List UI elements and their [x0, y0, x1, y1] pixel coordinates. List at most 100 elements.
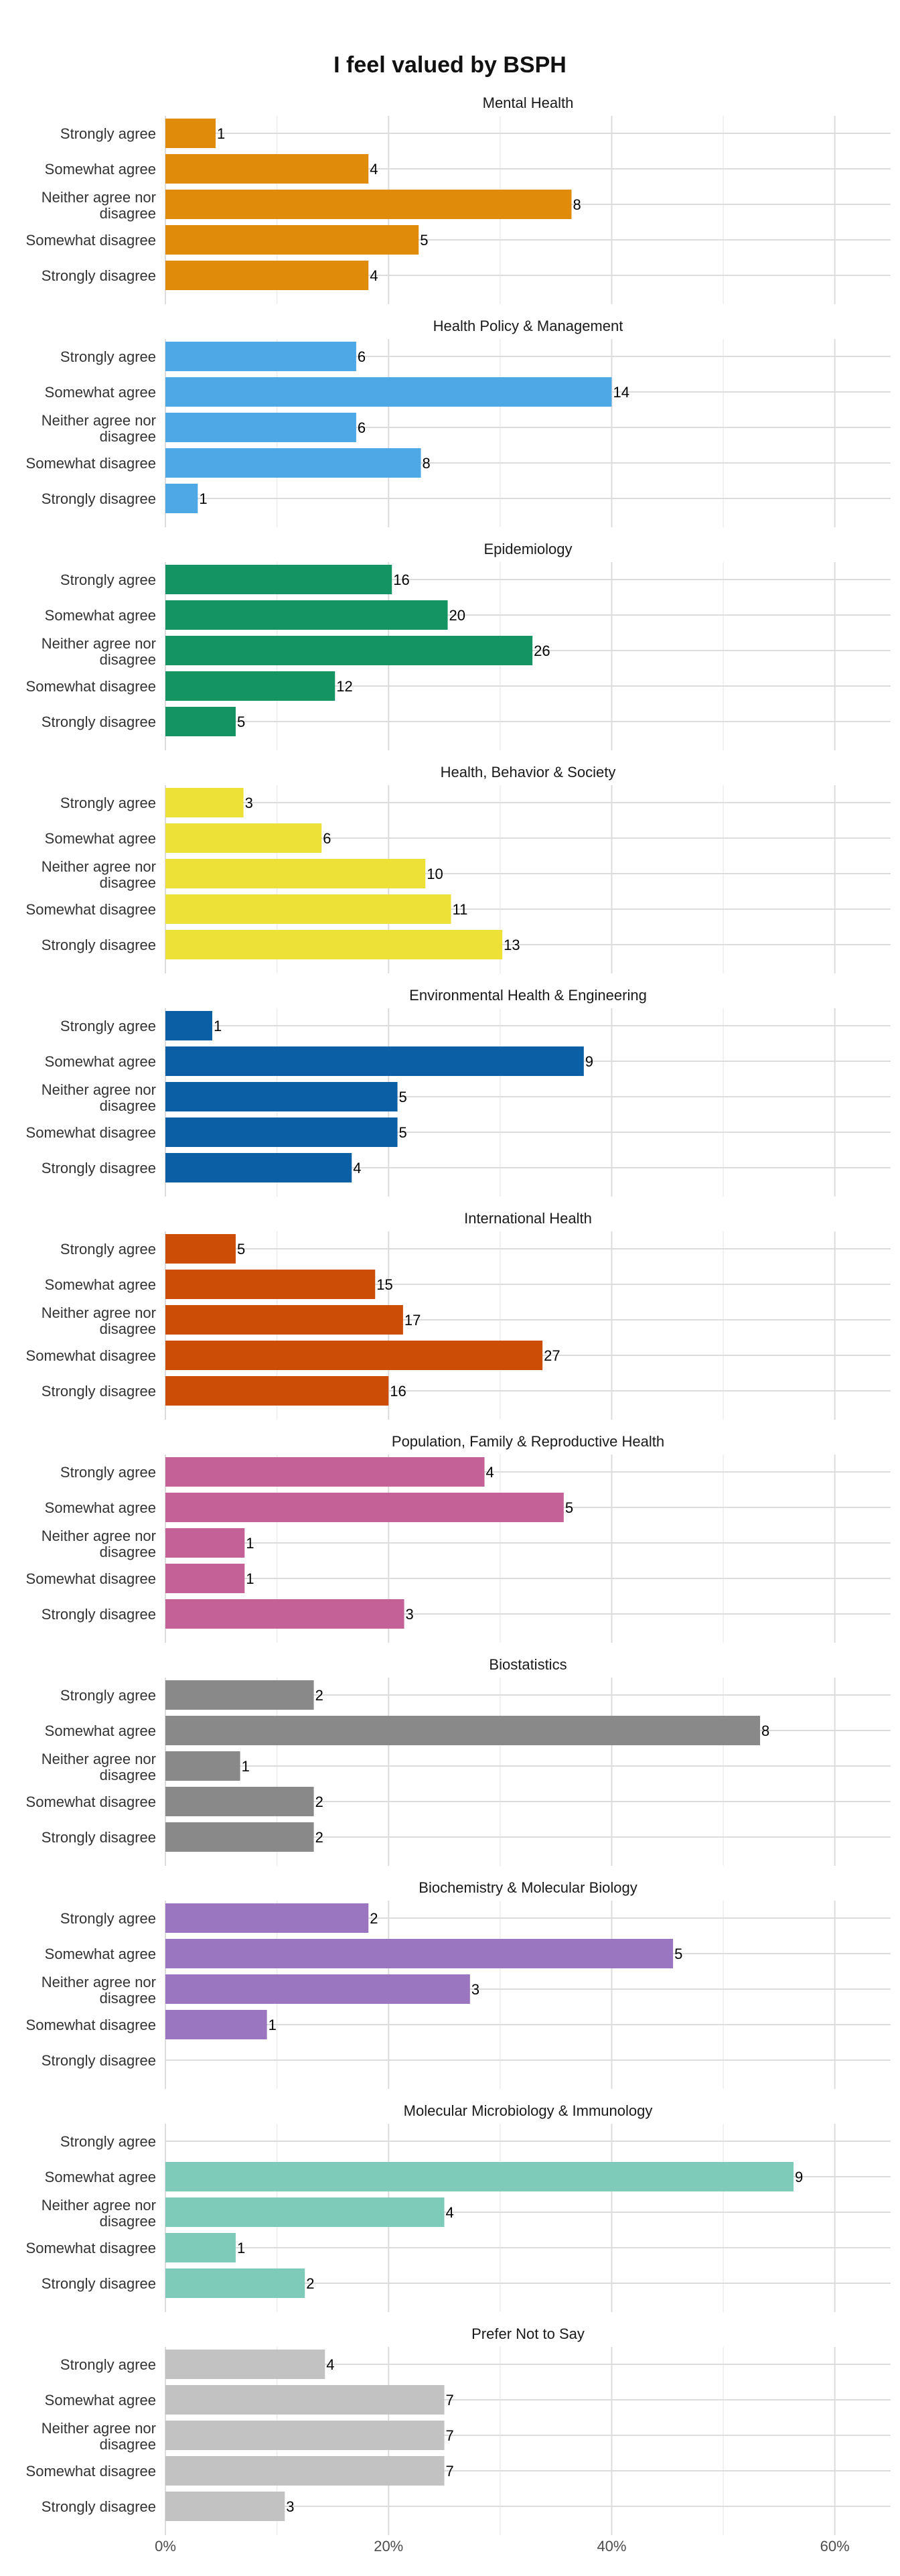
- facet-panel: Health, Behavior & Society Strongly agree…: [26, 764, 891, 973]
- bar: [165, 1564, 245, 1593]
- category-label: Strongly disagree: [42, 1606, 156, 1623]
- category-label: Neither agree nor disagree: [42, 635, 156, 668]
- category-label: Neither agree nor disagree: [42, 2197, 156, 2230]
- category-label: Strongly agree: [60, 1687, 156, 1704]
- data-label: 6: [358, 419, 366, 436]
- facet-title: International Health: [464, 1210, 592, 1227]
- bar: [165, 261, 369, 290]
- data-label: 16: [393, 571, 409, 588]
- bar: [165, 119, 216, 148]
- bar: [165, 448, 421, 478]
- data-label: 9: [795, 2169, 803, 2185]
- facet-title: Epidemiology: [483, 541, 572, 557]
- data-label: 1: [269, 2017, 277, 2033]
- bar: [165, 2197, 445, 2227]
- category-label: Somewhat disagree: [26, 1570, 156, 1587]
- category-label: Strongly agree: [60, 571, 156, 588]
- data-label: 3: [286, 2498, 294, 2515]
- data-label: 5: [674, 1946, 682, 1962]
- data-label: 1: [246, 1570, 254, 1587]
- data-label: 14: [613, 384, 629, 401]
- bar: [165, 565, 392, 594]
- facet-title: Population, Family & Reproductive Health: [392, 1433, 664, 1450]
- data-label: 5: [237, 1241, 245, 1258]
- category-label: Neither agree nor disagree: [42, 189, 156, 222]
- facet-panel: Epidemiology Strongly agree 16 Somewhat agr…: [26, 541, 891, 750]
- bar: [165, 1457, 485, 1487]
- category-label: Strongly disagree: [42, 267, 156, 284]
- facet-panel: Population, Family & Reproductive Health…: [26, 1433, 891, 1643]
- bar: [165, 484, 198, 513]
- data-label: 8: [761, 1722, 769, 1739]
- bar: [165, 1270, 376, 1299]
- data-label: 15: [376, 1276, 392, 1293]
- bar: [165, 2268, 305, 2298]
- bar: [165, 2421, 445, 2450]
- category-label: Strongly agree: [60, 348, 156, 365]
- bar: [165, 342, 356, 371]
- data-label: 2: [306, 2275, 314, 2292]
- facet-title: Prefer Not to Say: [471, 2325, 585, 2342]
- data-label: 2: [315, 1829, 323, 1846]
- bar: [165, 636, 533, 665]
- bar: [165, 2456, 445, 2486]
- facet-panel: Prefer Not to Say Strongly agree 4 Somewhat…: [26, 2325, 891, 2535]
- data-label: 3: [471, 1981, 479, 1998]
- category-label: Somewhat agree: [45, 1053, 156, 1070]
- category-label: Somewhat agree: [45, 1276, 156, 1293]
- bar: [165, 1974, 470, 2004]
- category-label: Somewhat agree: [45, 1946, 156, 1962]
- data-label: 1: [246, 1535, 254, 1552]
- bar: [165, 1716, 761, 1745]
- category-label: Neither agree nor disagree: [42, 1528, 156, 1560]
- x-tick-label: 20%: [374, 2538, 403, 2555]
- data-label: 3: [406, 1606, 414, 1623]
- category-label: Somewhat disagree: [26, 1793, 156, 1810]
- x-tick-label: 60%: [820, 2538, 850, 2555]
- facet-panel: Mental Health Strongly agree 1 Somewhat agr…: [26, 94, 891, 304]
- data-label: 6: [323, 830, 331, 847]
- category-label: Somewhat agree: [45, 161, 156, 178]
- bar: [165, 600, 448, 630]
- data-label: 7: [446, 2392, 454, 2409]
- category-label: Strongly agree: [60, 795, 156, 811]
- x-tick-label: 0%: [155, 2538, 176, 2555]
- data-label: 4: [446, 2204, 454, 2221]
- bar: [165, 1046, 584, 1076]
- category-label: Somewhat disagree: [26, 2463, 156, 2480]
- bar: [165, 1751, 240, 1781]
- category-label: Somewhat disagree: [26, 678, 156, 695]
- category-label: Strongly agree: [60, 2356, 156, 2373]
- category-label: Strongly disagree: [42, 937, 156, 953]
- chart-title: I feel valued by BSPH: [333, 52, 567, 78]
- facet-title: Mental Health: [483, 94, 574, 111]
- category-label: Strongly disagree: [42, 2052, 156, 2069]
- category-label: Somewhat agree: [45, 2392, 156, 2409]
- bar: [165, 1305, 403, 1335]
- data-label: 2: [370, 1910, 378, 1927]
- category-label: Somewhat disagree: [26, 2240, 156, 2256]
- facet-title: Environmental Health & Engineering: [409, 987, 647, 1004]
- category-label: Neither agree nor disagree: [42, 1751, 156, 1783]
- facet-panel: Molecular Microbiology & Immunology Stron…: [26, 2102, 891, 2312]
- category-label: Strongly agree: [60, 1464, 156, 1481]
- category-label: Neither agree nor disagree: [42, 1081, 156, 1114]
- facet-panel: Environmental Health & Engineering Strong…: [26, 987, 891, 1197]
- category-label: Strongly agree: [60, 2133, 156, 2150]
- data-label: 1: [217, 125, 225, 142]
- data-label: 20: [449, 607, 465, 624]
- data-label: 1: [237, 2240, 245, 2256]
- data-label: 5: [399, 1124, 407, 1141]
- data-label: 4: [370, 267, 378, 284]
- bar: [165, 413, 356, 442]
- data-label: 7: [446, 2427, 454, 2444]
- bar: [165, 823, 322, 853]
- bar: [165, 1117, 398, 1147]
- bar: [165, 377, 612, 407]
- data-label: 4: [353, 1160, 361, 1176]
- bar: [165, 1376, 389, 1406]
- category-label: Strongly disagree: [42, 1383, 156, 1400]
- facet-title: Biostatistics: [489, 1656, 567, 1673]
- bar: [165, 671, 335, 701]
- category-label: Strongly agree: [60, 125, 156, 142]
